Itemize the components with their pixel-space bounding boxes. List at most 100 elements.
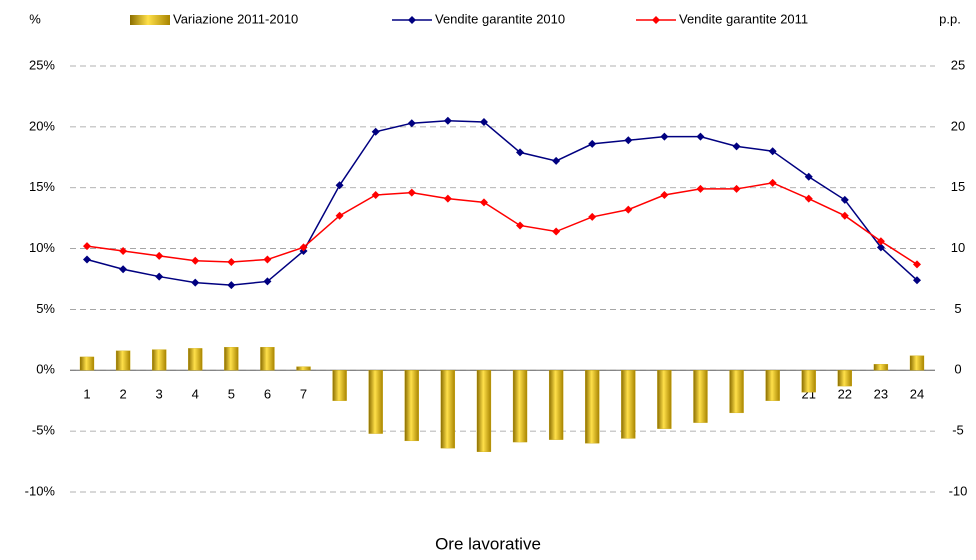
y2-tick-label: -5	[952, 423, 964, 438]
marker	[516, 221, 525, 230]
y2-tick-label: -10	[949, 483, 968, 498]
y-tick-label: -10%	[25, 483, 56, 498]
x-axis-title: Ore lavorative	[435, 534, 541, 553]
marker	[119, 247, 128, 256]
x-tick-label: 5	[228, 387, 235, 402]
y-axis-title: %	[29, 11, 41, 26]
bar	[765, 370, 780, 401]
y2-tick-label: 0	[954, 362, 961, 377]
y-tick-label: 10%	[29, 240, 55, 255]
y-tick-label: -5%	[32, 423, 56, 438]
line	[86, 120, 918, 286]
x-tick-label: 1	[83, 387, 90, 402]
x-tick-label: 2	[119, 387, 126, 402]
marker	[696, 184, 705, 193]
y2-tick-label: 25	[951, 57, 965, 72]
marker	[660, 191, 669, 200]
bar	[440, 370, 456, 449]
marker	[696, 132, 705, 141]
bar	[476, 370, 492, 452]
marker	[588, 139, 597, 148]
bar	[152, 349, 167, 371]
legend-label: Vendite garantite 2011	[679, 11, 808, 26]
bar	[224, 347, 239, 371]
marker	[443, 116, 452, 125]
marker	[479, 117, 488, 126]
marker	[876, 243, 885, 252]
marker	[840, 195, 849, 204]
marker	[299, 243, 308, 252]
marker	[83, 255, 91, 264]
marker	[263, 277, 272, 286]
marker	[804, 172, 813, 181]
bar	[332, 370, 347, 401]
line	[86, 182, 918, 266]
y-tick-label: 25%	[29, 57, 55, 72]
marker	[407, 119, 416, 128]
marker	[119, 265, 128, 274]
bar	[548, 370, 564, 440]
marker	[83, 242, 91, 251]
marker	[552, 156, 561, 165]
x-tick-label: 6	[264, 387, 271, 402]
y2-tick-label: 10	[951, 240, 965, 255]
marker	[335, 181, 344, 190]
marker	[227, 281, 236, 290]
x-tick-label: 7	[300, 387, 307, 402]
legend-label: Vendite garantite 2010	[435, 11, 565, 26]
x-tick-label: 22	[838, 387, 852, 402]
bar	[657, 370, 672, 429]
legend-swatch	[408, 16, 416, 24]
x-tick-label: 3	[156, 387, 163, 402]
legend-label: Variazione 2011-2010	[173, 11, 298, 26]
marker	[371, 127, 380, 136]
legend-swatch	[652, 16, 660, 24]
bar	[512, 370, 528, 443]
y2-tick-label: 15	[951, 179, 965, 194]
bar	[693, 370, 708, 423]
marker	[155, 272, 164, 281]
y-tick-label: 15%	[29, 179, 55, 194]
x-tick-label: 24	[910, 387, 924, 402]
marker	[624, 136, 633, 145]
bar	[404, 370, 419, 442]
y2-tick-label: 5	[954, 301, 961, 316]
marker	[516, 148, 525, 157]
marker	[732, 142, 741, 151]
y-tick-label: 5%	[36, 301, 55, 316]
bar	[79, 356, 95, 371]
y-tick-label: 0%	[36, 362, 55, 377]
marker	[155, 251, 164, 260]
x-tick-label: 4	[192, 387, 199, 402]
bar	[621, 370, 636, 439]
marker	[732, 184, 741, 193]
marker	[191, 256, 200, 265]
marker	[263, 255, 272, 264]
y2-tick-label: 20	[951, 118, 965, 133]
bar	[837, 370, 852, 387]
marker	[913, 276, 921, 285]
marker	[768, 178, 777, 187]
bar	[729, 370, 744, 414]
bar	[260, 347, 275, 371]
marker	[371, 191, 380, 200]
y-tick-label: 20%	[29, 118, 55, 133]
marker	[876, 237, 885, 246]
marker	[624, 205, 633, 214]
marker	[552, 227, 561, 236]
marker	[443, 194, 452, 203]
legend-swatch	[130, 15, 170, 25]
bar	[296, 366, 311, 371]
y2-axis-title: p.p.	[939, 11, 961, 26]
marker	[407, 188, 416, 197]
marker	[913, 260, 921, 269]
x-tick-label: 23	[874, 387, 888, 402]
bar	[188, 348, 203, 371]
marker	[588, 212, 597, 221]
marker	[191, 278, 200, 287]
marker	[840, 211, 849, 220]
bar	[368, 370, 383, 434]
bar	[801, 370, 816, 393]
bar	[585, 370, 600, 444]
